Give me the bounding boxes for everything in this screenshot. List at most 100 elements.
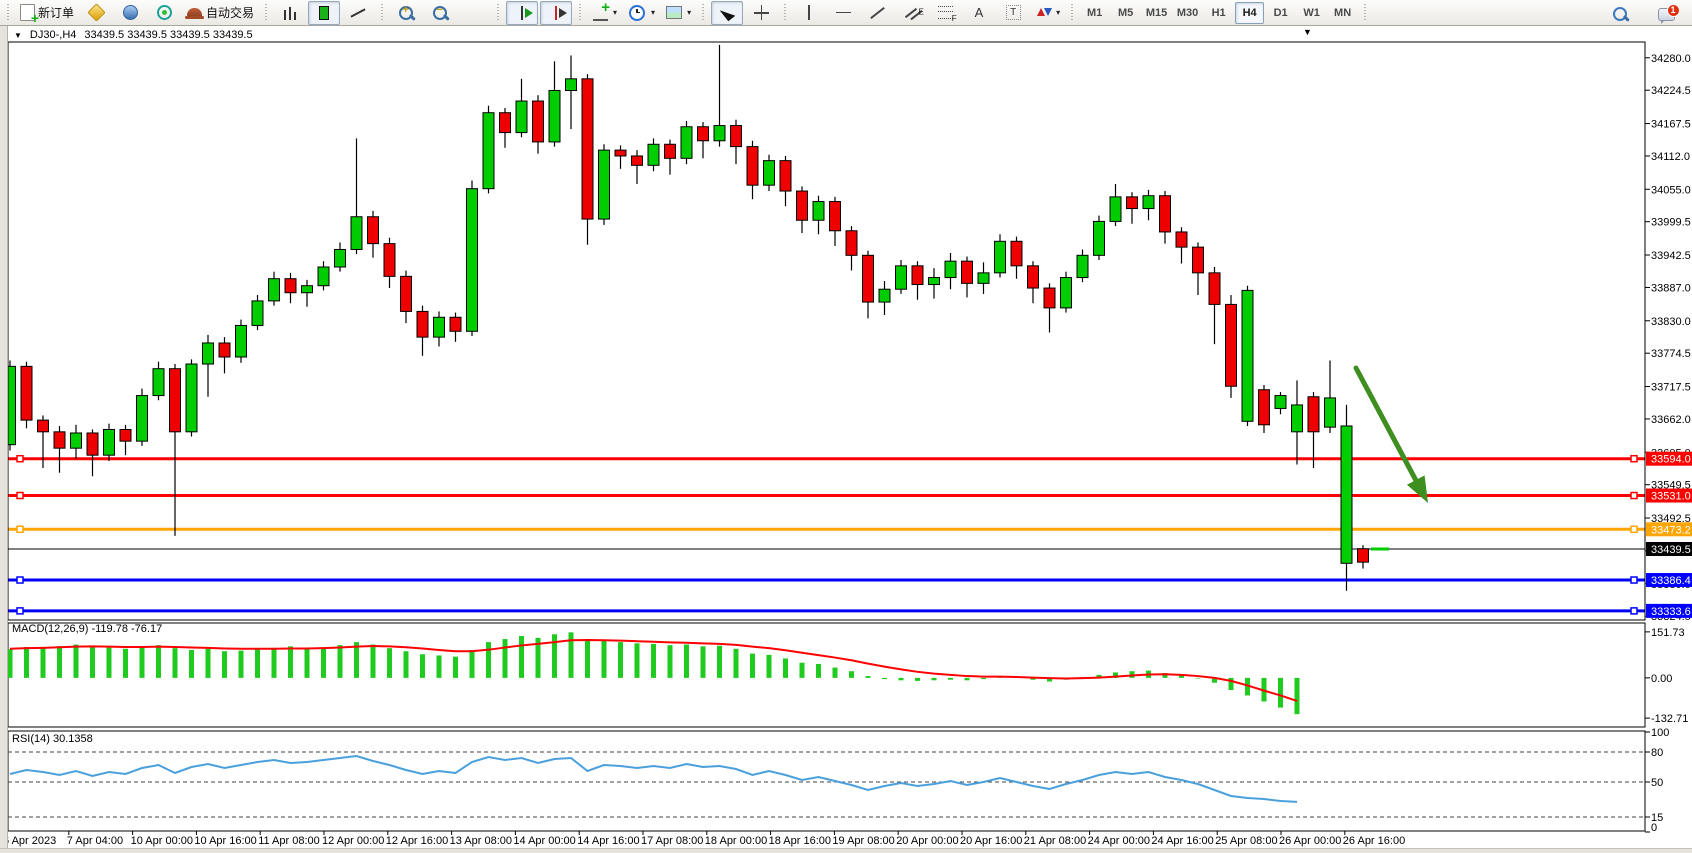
- candle-body: [218, 342, 231, 358]
- timeframe-m1[interactable]: M1: [1080, 2, 1109, 24]
- toolbar-group: [272, 0, 376, 25]
- text-button[interactable]: [963, 1, 995, 25]
- signals-button[interactable]: [148, 1, 180, 25]
- candle-body: [1010, 240, 1023, 267]
- timeframe-m15[interactable]: M15: [1142, 2, 1171, 24]
- arrows-button[interactable]: ▾: [1031, 1, 1064, 25]
- auto-scroll-button[interactable]: [506, 0, 539, 25]
- search-button[interactable]: [1604, 2, 1636, 26]
- timeframe-m30[interactable]: M30: [1173, 2, 1202, 24]
- hline-handle[interactable]: [16, 454, 24, 463]
- timeframe-m5[interactable]: M5: [1111, 2, 1140, 24]
- bar-chart-button[interactable]: [274, 1, 306, 25]
- candle-body: [565, 78, 577, 92]
- hline-handle[interactable]: [16, 576, 24, 584]
- timeframe-m5-label: M5: [1117, 6, 1134, 19]
- candle-body: [1126, 196, 1138, 210]
- notifications-button[interactable]: 1: [1650, 2, 1682, 26]
- chart-collapse-caret-icon[interactable]: ▼: [14, 30, 22, 40]
- hline-price-box-label: 33531.0: [1651, 491, 1691, 503]
- candle-body: [268, 278, 280, 302]
- trendline-button[interactable]: [861, 1, 893, 25]
- dropdown-caret-icon[interactable]: ▾: [651, 8, 656, 17]
- channel-icon: [904, 7, 918, 18]
- metaeditor-button[interactable]: [80, 1, 112, 25]
- down-arrow-annotation[interactable]: [1353, 365, 1428, 503]
- candle-body: [1307, 396, 1320, 433]
- time-tick-label: 17 Apr 08:00: [641, 835, 703, 847]
- cursor-button[interactable]: [711, 0, 744, 25]
- window-bottom-edge: [0, 848, 1692, 853]
- dropdown-caret-icon[interactable]: ▾: [1056, 8, 1061, 17]
- templates-button[interactable]: ▾: [661, 1, 695, 25]
- candle-body: [301, 285, 313, 294]
- toolbar-group: [709, 0, 779, 25]
- candle-body: [103, 428, 115, 456]
- zoom-out-button[interactable]: [424, 1, 456, 25]
- timeframe-mn-label: MN: [1334, 6, 1352, 19]
- timeframe-d1[interactable]: D1: [1266, 2, 1295, 24]
- time-tick-label: 11 Apr 08:00: [258, 835, 320, 847]
- line-chart-button[interactable]: [342, 1, 374, 25]
- tile-windows-button[interactable]: [458, 1, 490, 25]
- dropdown-caret-icon[interactable]: ▾: [613, 8, 618, 17]
- autotrading-button-label: 自动交易: [206, 6, 255, 20]
- new-order-button[interactable]: 新订单: [16, 1, 78, 26]
- horizontal-line-icon: [835, 11, 851, 14]
- candlestick-button[interactable]: [308, 0, 341, 25]
- timeframe-w1[interactable]: W1: [1297, 2, 1326, 24]
- autotrading-icon: [185, 8, 205, 19]
- hline-handle[interactable]: [16, 525, 24, 534]
- timeframe-h4[interactable]: H4: [1235, 1, 1265, 24]
- hline-handle[interactable]: [1630, 576, 1638, 584]
- timeframe-h1[interactable]: H1: [1204, 2, 1233, 24]
- toolbar-group: [388, 1, 492, 25]
- dropdown-caret-icon[interactable]: ▾: [687, 8, 692, 17]
- candle-body: [334, 248, 346, 268]
- chart-shift-button[interactable]: [540, 0, 573, 25]
- hline-handle[interactable]: [1630, 607, 1638, 615]
- candle-body: [895, 265, 907, 290]
- hline-handle[interactable]: [1630, 525, 1638, 534]
- signals-icon: [156, 5, 172, 20]
- timeframe-mn[interactable]: MN: [1328, 2, 1357, 24]
- horizontal-line-button[interactable]: [827, 1, 859, 25]
- hline-handle[interactable]: [16, 491, 24, 500]
- time-tick-label: 10 Apr 16:00: [194, 835, 256, 847]
- crosshair-icon: [753, 4, 770, 21]
- macd-signal-line: [9, 638, 1298, 702]
- hline-price-box: [1646, 522, 1692, 537]
- hline-handle[interactable]: [16, 607, 24, 615]
- autotrading-button[interactable]: 自动交易: [182, 1, 258, 25]
- notification-badge: 1: [1666, 3, 1680, 17]
- macd-tick-label: 151.73: [1651, 627, 1685, 639]
- candle-body: [1291, 404, 1303, 433]
- toolbar-separator: [782, 3, 789, 22]
- chart-title-bar: ▼ DJ30-,H4 33439.5 33439.5 33439.5 33439…: [14, 29, 253, 41]
- crosshair-button[interactable]: [745, 1, 777, 25]
- candle-body: [1060, 277, 1072, 309]
- chart-canvas[interactable]: 34280.0 34224.5 34167.5 34112.0 34055.0 33999…: [0, 26, 1692, 853]
- text-label-button[interactable]: [997, 1, 1029, 25]
- toolbar-group: 新订单 自动交易: [14, 1, 260, 26]
- candle-body: [532, 100, 544, 143]
- candle-body: [977, 272, 990, 284]
- vertical-line-button[interactable]: [793, 1, 825, 25]
- hline-handle[interactable]: [1630, 454, 1638, 463]
- periods-button[interactable]: ▾: [623, 1, 659, 25]
- chart-dropdown-caret-icon[interactable]: ▼: [1303, 27, 1312, 37]
- hline-price-box: [1646, 541, 1692, 556]
- time-tick-label: 20 Apr 00:00: [896, 835, 958, 847]
- community-button[interactable]: [114, 1, 146, 25]
- equidistant-channel-button[interactable]: [895, 1, 927, 25]
- hline-handle[interactable]: [1630, 491, 1638, 500]
- fibonacci-button[interactable]: [929, 1, 961, 25]
- rsi-tick-label: 15: [1651, 812, 1663, 824]
- time-tick-label: 7 Apr 04:00: [67, 835, 123, 847]
- timeframe-m15-label: M15: [1145, 6, 1168, 19]
- zoom-in-button[interactable]: [390, 1, 422, 25]
- toolbar-separator: [1069, 3, 1076, 22]
- trendline-icon: [869, 6, 885, 19]
- candle-body: [1324, 397, 1336, 428]
- indicators-button[interactable]: ▾: [588, 0, 621, 25]
